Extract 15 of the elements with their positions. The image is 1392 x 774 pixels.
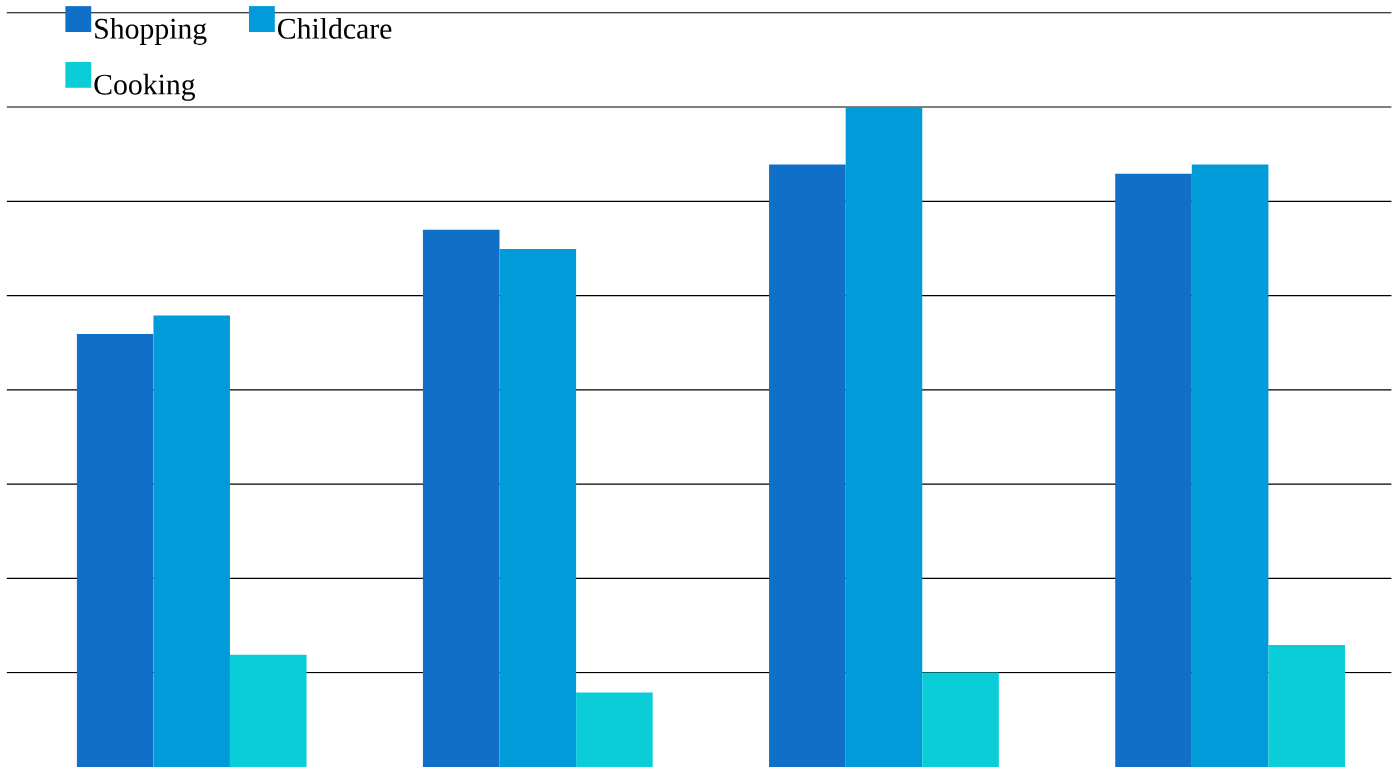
bar [229, 654, 307, 768]
bar [922, 672, 999, 768]
legend-label: Childcare [278, 18, 392, 39]
bar [499, 249, 577, 768]
bar [769, 164, 846, 768]
bar [845, 107, 923, 768]
bar [1191, 164, 1269, 768]
bar [422, 229, 500, 768]
legend-label: Cooking [94, 73, 196, 101]
legend-label: Shopping [95, 18, 207, 46]
bar [576, 692, 653, 768]
bar [1115, 173, 1192, 768]
bar [76, 334, 154, 768]
bar [153, 315, 230, 768]
bar [1268, 644, 1345, 768]
